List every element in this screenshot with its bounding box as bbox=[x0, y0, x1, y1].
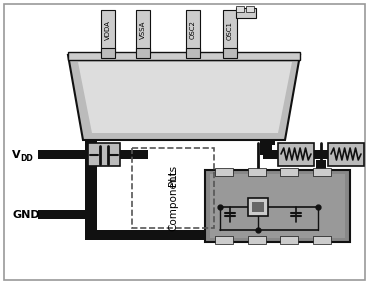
Text: VDDA: VDDA bbox=[105, 20, 111, 40]
Bar bbox=[280, 168, 298, 176]
Polygon shape bbox=[78, 62, 292, 133]
Bar bbox=[223, 48, 237, 58]
Bar bbox=[85, 230, 280, 240]
Bar bbox=[68, 52, 300, 60]
Bar bbox=[101, 10, 115, 54]
Bar bbox=[85, 55, 275, 65]
Bar bbox=[246, 6, 254, 12]
Bar bbox=[252, 202, 264, 212]
Bar bbox=[248, 198, 268, 216]
Bar bbox=[215, 168, 233, 176]
Text: OSC1: OSC1 bbox=[227, 20, 233, 39]
Bar bbox=[263, 150, 278, 159]
Text: GND: GND bbox=[12, 210, 39, 220]
Text: VSSA: VSSA bbox=[140, 21, 146, 39]
Bar bbox=[280, 230, 326, 240]
Bar bbox=[328, 143, 364, 166]
Bar bbox=[236, 8, 256, 18]
Text: PLL: PLL bbox=[168, 168, 178, 186]
Bar bbox=[314, 150, 328, 159]
Text: V: V bbox=[12, 150, 21, 160]
Bar bbox=[136, 48, 150, 58]
Bar bbox=[38, 150, 90, 159]
Bar bbox=[248, 236, 266, 244]
Bar bbox=[88, 143, 120, 166]
Bar bbox=[215, 236, 233, 244]
Bar bbox=[316, 160, 326, 240]
Bar bbox=[316, 160, 326, 238]
Bar bbox=[186, 10, 200, 54]
Text: Components: Components bbox=[168, 165, 178, 231]
Bar bbox=[260, 55, 272, 155]
Bar bbox=[85, 155, 97, 235]
Bar bbox=[38, 150, 88, 159]
Bar bbox=[186, 48, 200, 58]
Bar bbox=[205, 170, 350, 242]
Bar bbox=[132, 148, 214, 228]
Bar bbox=[280, 236, 298, 244]
Bar bbox=[120, 150, 148, 159]
Bar bbox=[85, 55, 97, 240]
Bar bbox=[313, 168, 331, 176]
Bar bbox=[263, 55, 275, 145]
Bar bbox=[236, 6, 244, 12]
Text: DD: DD bbox=[20, 153, 33, 162]
Bar bbox=[101, 48, 115, 58]
Text: OSC2: OSC2 bbox=[190, 20, 196, 39]
Bar bbox=[223, 10, 237, 54]
Bar bbox=[313, 236, 331, 244]
Bar bbox=[210, 174, 345, 238]
Bar bbox=[38, 210, 88, 219]
Bar bbox=[278, 143, 314, 166]
Polygon shape bbox=[68, 55, 300, 140]
Bar bbox=[248, 168, 266, 176]
Bar bbox=[136, 10, 150, 54]
